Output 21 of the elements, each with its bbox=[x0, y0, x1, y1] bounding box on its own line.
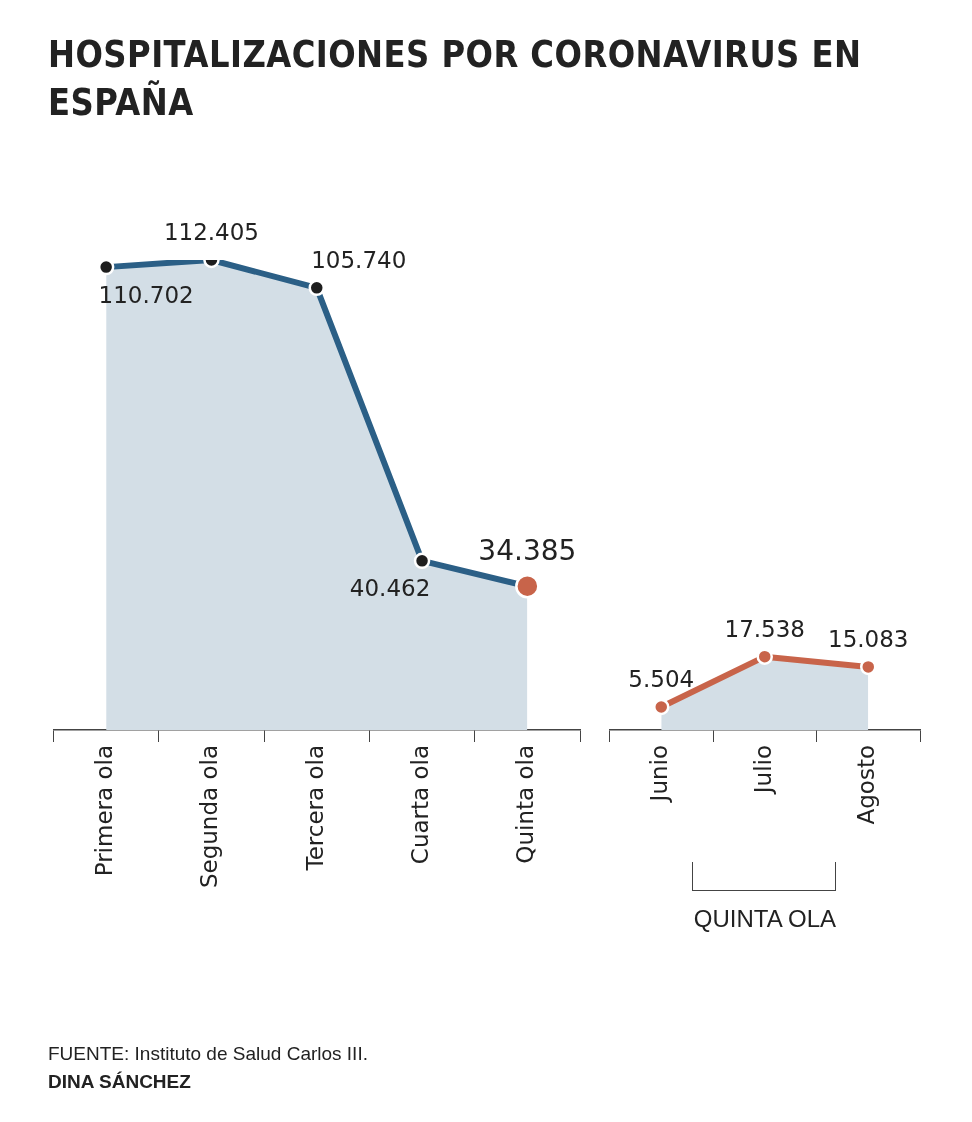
x-tick-label: Junio bbox=[646, 745, 673, 804]
data-label: 17.538 bbox=[724, 616, 805, 643]
x-axis-title: QUINTA OLA bbox=[692, 905, 838, 933]
data-label: 5.504 bbox=[628, 666, 695, 693]
data-label: 40.462 bbox=[349, 575, 431, 602]
x-tick-label: Tercera ola bbox=[301, 745, 328, 872]
point bbox=[413, 552, 431, 570]
x-tick-label: Segunda ola bbox=[196, 745, 223, 889]
source-note: FUENTE: Instituto de Salud Carlos III. bbox=[48, 1042, 368, 1066]
x-tick-label: Julio bbox=[749, 745, 776, 796]
x-tick-label: Quinta ola bbox=[512, 745, 539, 864]
chart-title: HOSPITALIZACIONES POR CORONAVIRUS EN ESPAÑA bbox=[48, 31, 863, 126]
x-tick-label: Cuarta ola bbox=[407, 745, 434, 865]
data-label: 105.740 bbox=[311, 247, 407, 274]
data-label: 15.083 bbox=[828, 626, 909, 653]
x-tick-label: Agosto bbox=[853, 745, 880, 825]
data-label: 112.405 bbox=[163, 219, 260, 246]
data-label: 34.385 bbox=[478, 533, 577, 567]
x-tick-label: Primera ola bbox=[91, 745, 118, 877]
text: DINA SÁNCHEZ bbox=[48, 1070, 192, 1094]
data-label: 110.702 bbox=[98, 281, 194, 308]
